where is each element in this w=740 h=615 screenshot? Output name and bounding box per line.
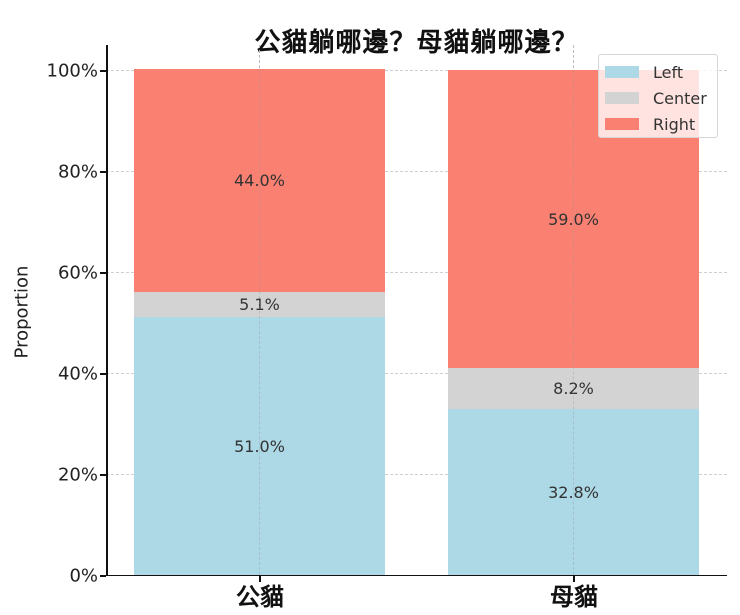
ytick-label-40: 40% (57, 363, 98, 385)
chart-title: 公貓躺哪邊？母貓躺哪邊？ (254, 28, 579, 58)
ytick-100 (100, 70, 106, 72)
plot-area: 51.0% 5.1% 44.0% 32.8% 8.2% 59.0% 100% 8… (47, 45, 727, 587)
xtick-label-female: 母貓 (550, 583, 598, 611)
legend-item-left: Left (605, 59, 711, 85)
label-female-left: 32.8% (548, 482, 599, 502)
ytick-40 (100, 373, 106, 375)
label-male-left: 51.0% (234, 436, 285, 456)
legend-swatch-left (605, 66, 639, 78)
gridline-40 (106, 373, 727, 374)
ytick-label-0: 0% (69, 565, 98, 587)
xtick-female (573, 576, 575, 582)
gridline-60 (106, 272, 727, 273)
legend-item-center: Center (605, 85, 711, 111)
gridline-80 (106, 171, 727, 172)
ytick-label-60: 60% (57, 262, 98, 284)
legend-item-right: Right (605, 111, 711, 137)
segment-male-center: 5.1% (134, 291, 385, 318)
ytick-80 (100, 171, 106, 173)
x-axis-line (106, 574, 727, 576)
segment-male-right: 44.0% (134, 69, 385, 292)
segment-female-left: 32.8% (448, 409, 699, 575)
bar-female: 32.8% 8.2% 59.0% (448, 70, 699, 575)
label-female-center: 8.2% (553, 379, 594, 399)
gridline-20 (106, 474, 727, 475)
ytick-label-20: 20% (57, 464, 98, 486)
bar-male: 51.0% 5.1% 44.0% (134, 69, 385, 575)
label-male-center: 5.1% (239, 295, 280, 314)
gridline-x-1-overlay (259, 45, 260, 575)
legend-swatch-right (605, 118, 639, 130)
legend-label-right: Right (653, 114, 696, 134)
gridline-x-2-overlay (573, 45, 574, 575)
label-female-right: 59.0% (548, 209, 599, 229)
segment-female-center: 8.2% (448, 368, 699, 410)
xtick-label-male: 公貓 (236, 583, 284, 611)
ytick-0 (100, 575, 106, 577)
label-male-right: 44.0% (234, 171, 285, 191)
ytick-label-100: 100% (46, 60, 98, 82)
segment-male-left: 51.0% (134, 317, 385, 575)
ytick-20 (100, 474, 106, 476)
legend-swatch-center (605, 92, 639, 104)
ytick-label-80: 80% (57, 161, 98, 183)
gridline-100 (106, 70, 727, 71)
y-axis-title: Proportion (11, 265, 33, 359)
y-axis-line (106, 45, 108, 576)
legend-label-left: Left (653, 62, 684, 82)
legend-label-center: Center (653, 88, 707, 108)
ytick-60 (100, 272, 106, 274)
xtick-male (259, 576, 261, 582)
legend: Left Center Right (598, 54, 718, 138)
